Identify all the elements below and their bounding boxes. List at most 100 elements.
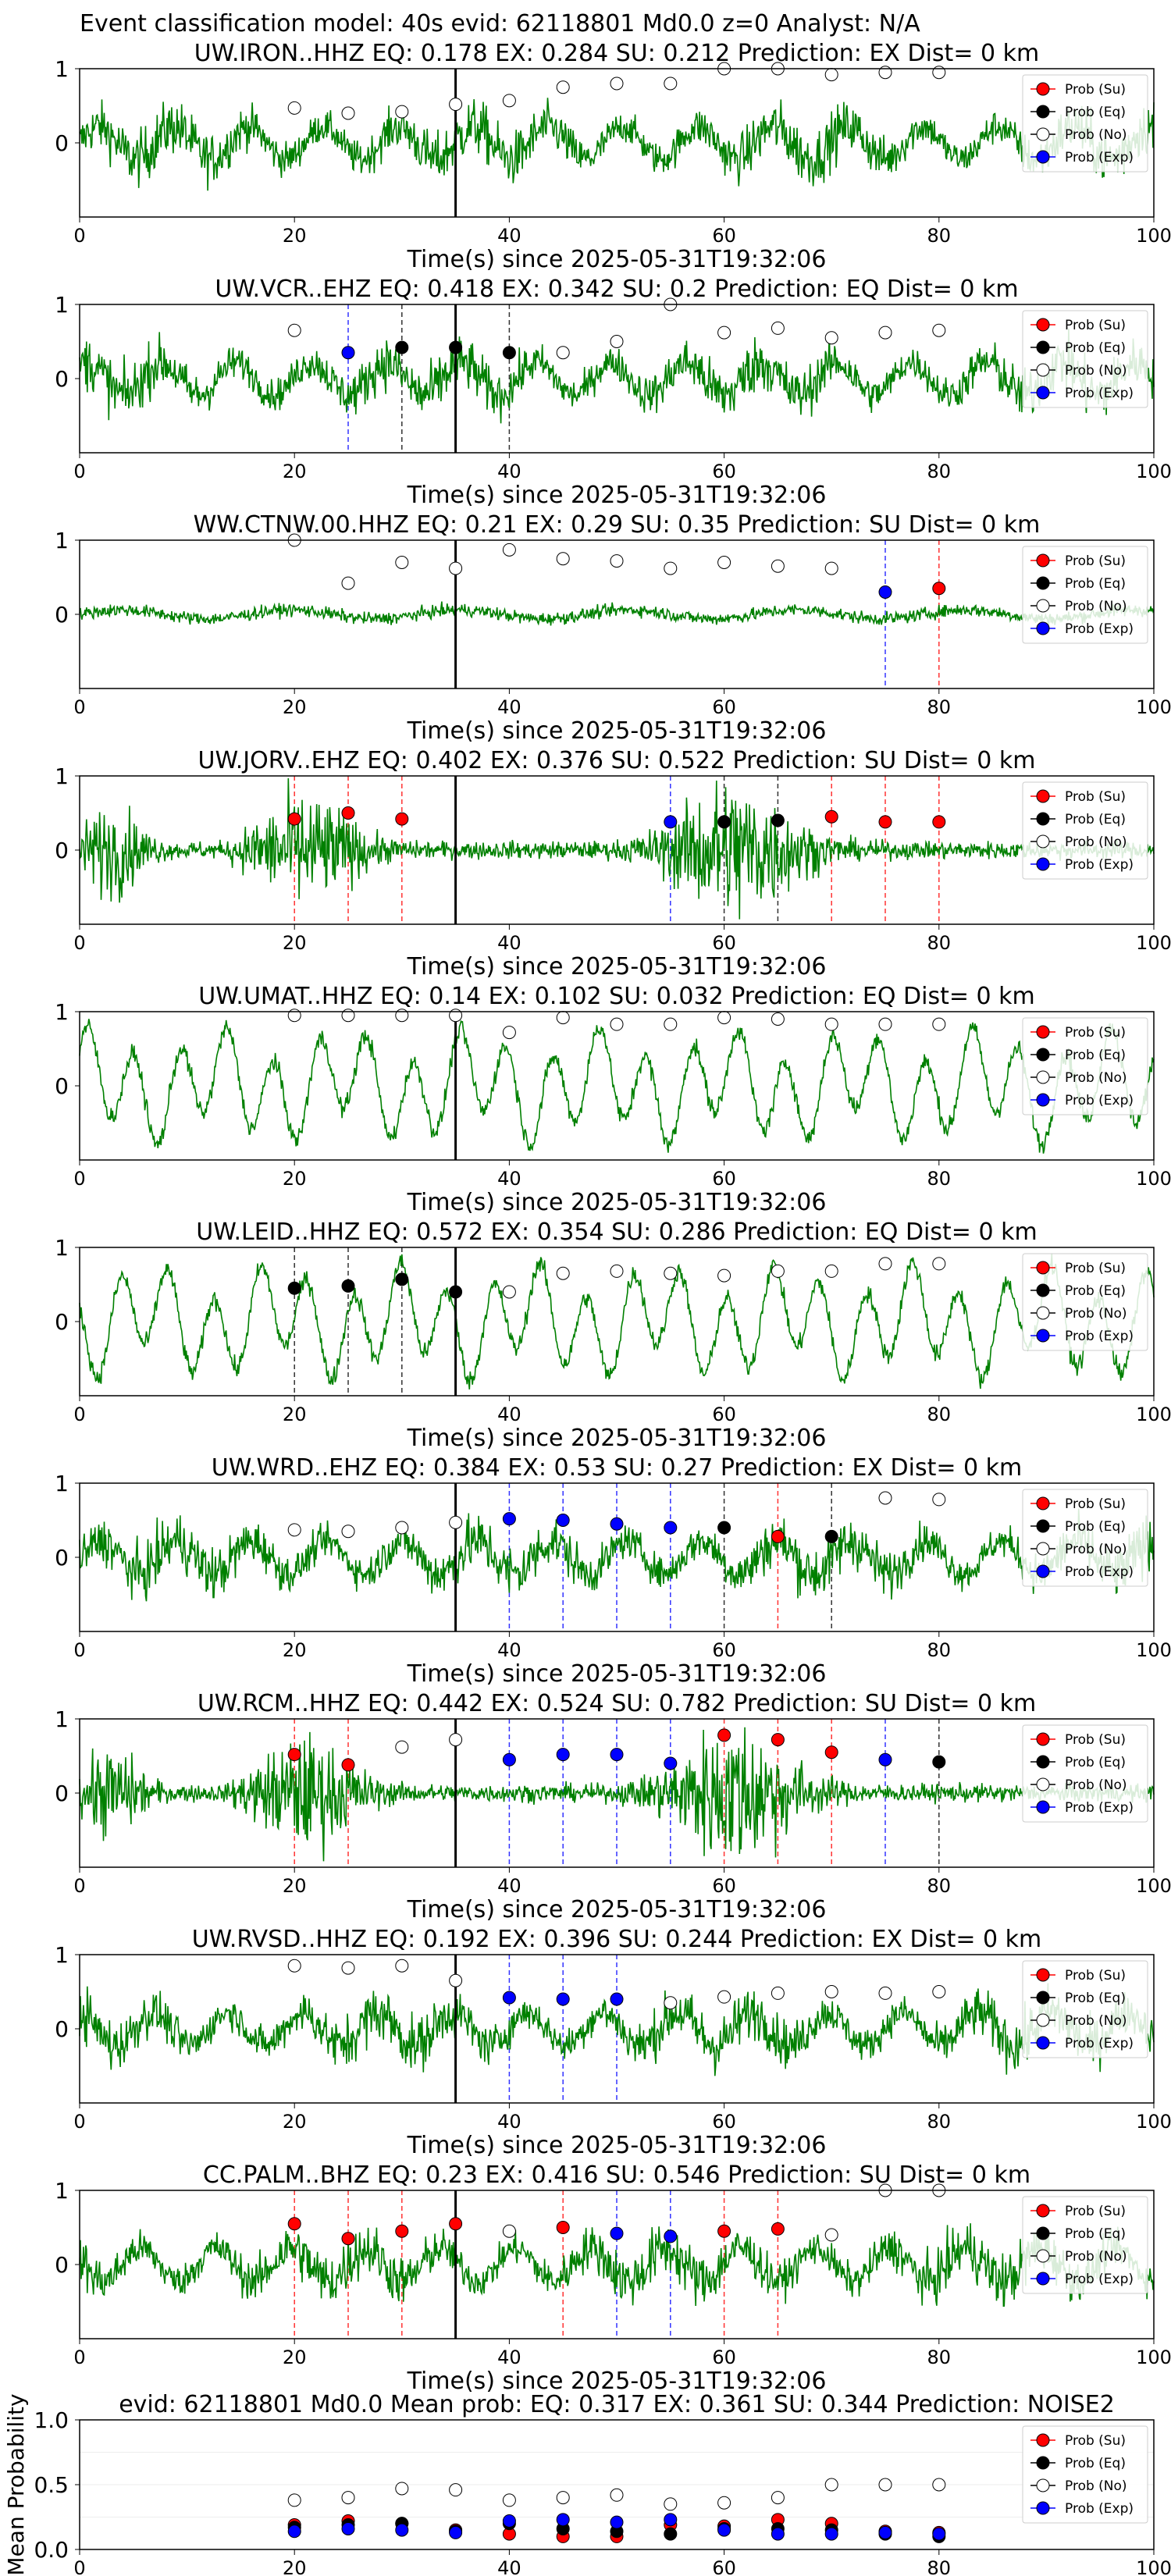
prob-marker-1-0 bbox=[287, 101, 301, 115]
prob-marker-7-12 bbox=[932, 1493, 946, 1507]
prob-marker-10-5 bbox=[556, 2221, 570, 2234]
legend-marker-su-8 bbox=[1036, 1732, 1050, 1746]
prob-marker-4-4 bbox=[717, 815, 731, 829]
axes-frame-1 bbox=[79, 68, 1155, 218]
y-tick-0-7: 0 bbox=[55, 1545, 69, 1571]
prob-marker-5-5 bbox=[556, 1011, 570, 1025]
panel-1: UW.IRON..HHZ EQ: 0.178 EX: 0.284 SU: 0.2… bbox=[55, 40, 1171, 273]
prob-marker-9-0 bbox=[287, 1959, 301, 1973]
legend-marker-su-7 bbox=[1036, 1496, 1050, 1510]
axes-frame-7 bbox=[79, 1482, 1155, 1632]
x-tick-9-4: 80 bbox=[927, 2111, 952, 2133]
legend-marker-su-4 bbox=[1036, 789, 1050, 803]
legend-marker-no-1 bbox=[1036, 127, 1050, 141]
legend-label-su-3: Prob (Su) bbox=[1065, 553, 1126, 569]
mean-marker-no-0 bbox=[287, 2493, 301, 2507]
legend-label-su-1: Prob (Su) bbox=[1065, 82, 1126, 98]
mean-marker-no-10 bbox=[824, 2478, 838, 2492]
panel-2: UW.VCR..EHZ EQ: 0.418 EX: 0.342 SU: 0.2 … bbox=[55, 276, 1171, 509]
mean-marker-no-9 bbox=[771, 2491, 785, 2505]
legend-marker-exp-2 bbox=[1036, 386, 1050, 400]
prob-marker-10-8 bbox=[717, 2224, 731, 2238]
y-tick-1-8: 1 bbox=[55, 1706, 69, 1732]
x-label-2: Time(s) since 2025-05-31T19:32:06 bbox=[407, 482, 827, 509]
waveform-8 bbox=[79, 1727, 1155, 1862]
legend-label-exp-4: Prob (Exp) bbox=[1065, 857, 1134, 873]
prob-marker-8-2 bbox=[395, 1740, 409, 1754]
y-tick-0-3: 0 bbox=[55, 602, 69, 628]
prob-marker-5-12 bbox=[932, 1017, 946, 1031]
legend-marker-su-2 bbox=[1036, 318, 1050, 332]
x-label-3: Time(s) since 2025-05-31T19:32:06 bbox=[407, 717, 827, 745]
panel-title-11: evid: 62118801 Md0.0 Mean prob: EQ: 0.31… bbox=[119, 2391, 1115, 2418]
prob-marker-10-9 bbox=[771, 2222, 785, 2236]
prob-marker-5-10 bbox=[824, 1017, 838, 1031]
prob-marker-2-1 bbox=[341, 346, 355, 360]
x-tick-4-1: 20 bbox=[283, 932, 307, 954]
legend-marker-eq-4 bbox=[1036, 812, 1050, 826]
panel-title-2: UW.VCR..EHZ EQ: 0.418 EX: 0.342 SU: 0.2 … bbox=[215, 276, 1018, 303]
legend-marker-exp-7 bbox=[1036, 1564, 1050, 1578]
prob-marker-4-5 bbox=[771, 813, 785, 827]
axes-frame-8 bbox=[79, 1718, 1155, 1868]
prob-marker-4-2 bbox=[395, 812, 409, 826]
panel-7: UW.WRD..EHZ EQ: 0.384 EX: 0.53 SU: 0.27 … bbox=[55, 1454, 1171, 1688]
prob-marker-7-8 bbox=[717, 1521, 731, 1535]
x-tick-2-2: 40 bbox=[497, 461, 521, 482]
prob-marker-1-4 bbox=[502, 94, 516, 108]
legend-box-6 bbox=[1022, 1253, 1148, 1351]
mean-marker-exp-6 bbox=[610, 2515, 624, 2529]
mean-marker-exp-10 bbox=[824, 2527, 838, 2541]
waveform-9 bbox=[79, 1983, 1155, 2076]
prob-marker-9-12 bbox=[932, 1985, 946, 1998]
prob-marker-3-11 bbox=[878, 585, 892, 599]
legend-label-no-10: Prob (No) bbox=[1065, 2249, 1127, 2265]
legend-label-eq-8: Prob (Eq) bbox=[1065, 1755, 1126, 1770]
x-label-6: Time(s) since 2025-05-31T19:32:06 bbox=[407, 1425, 827, 1452]
x-tick-3-3: 60 bbox=[712, 696, 736, 718]
prob-marker-2-8 bbox=[717, 326, 731, 340]
prob-marker-2-12 bbox=[932, 323, 946, 337]
legend-marker-no-8 bbox=[1036, 1777, 1050, 1791]
mean-marker-exp-5 bbox=[556, 2513, 570, 2527]
mean-marker-exp-7 bbox=[664, 2513, 678, 2527]
prob-marker-7-2 bbox=[395, 1521, 409, 1535]
mean-marker-eq-7 bbox=[664, 2527, 678, 2541]
prob-marker-3-6 bbox=[610, 554, 624, 568]
prob-marker-10-1 bbox=[341, 2232, 355, 2246]
prob-marker-9-8 bbox=[717, 1990, 731, 2004]
prob-marker-6-6 bbox=[610, 1264, 624, 1278]
panel-title-6: UW.LEID..HHZ EQ: 0.572 EX: 0.354 SU: 0.2… bbox=[196, 1219, 1037, 1246]
legend-box-4 bbox=[1022, 781, 1148, 880]
mean-marker-exp-12 bbox=[932, 2527, 946, 2541]
prob-marker-4-7 bbox=[878, 815, 892, 829]
legend-label-eq-9: Prob (Eq) bbox=[1065, 1991, 1126, 2006]
prob-marker-8-0 bbox=[287, 1748, 301, 1762]
legend-label-exp-5: Prob (Exp) bbox=[1065, 1093, 1134, 1108]
x-tick-1-3: 60 bbox=[712, 225, 736, 247]
prob-marker-1-5 bbox=[556, 80, 570, 94]
legend-label-no-3: Prob (No) bbox=[1065, 599, 1127, 614]
legend-label-exp-2: Prob (Exp) bbox=[1065, 386, 1134, 401]
x-tick-8-1: 20 bbox=[283, 1875, 307, 1897]
prob-marker-3-9 bbox=[771, 559, 785, 573]
panel-4: UW.JORV..EHZ EQ: 0.402 EX: 0.376 SU: 0.5… bbox=[55, 747, 1171, 980]
x-tick-5-0: 0 bbox=[73, 1168, 85, 1190]
legend-marker-eq-10 bbox=[1036, 2226, 1050, 2240]
x-label-1: Time(s) since 2025-05-31T19:32:06 bbox=[407, 246, 827, 273]
prob-marker-1-2 bbox=[395, 105, 409, 119]
x-tick-1-0: 0 bbox=[73, 225, 85, 247]
prob-marker-1-10 bbox=[824, 68, 838, 82]
panel-title-5: UW.UMAT..HHZ EQ: 0.14 EX: 0.102 SU: 0.03… bbox=[198, 983, 1034, 1010]
prob-marker-9-9 bbox=[771, 1986, 785, 2000]
legend-marker-no-9 bbox=[1036, 2013, 1050, 2027]
prob-marker-3-7 bbox=[664, 561, 678, 575]
legend-label-eq-7: Prob (Eq) bbox=[1065, 1519, 1126, 1535]
mean-y-tick-2: 1.0 bbox=[34, 2407, 69, 2433]
legend-box-7 bbox=[1022, 1489, 1148, 1587]
legend-marker-eq-11 bbox=[1036, 2456, 1050, 2470]
legend-label-no-11: Prob (No) bbox=[1065, 2478, 1127, 2494]
prob-marker-7-5 bbox=[556, 1514, 570, 1527]
prob-marker-3-10 bbox=[824, 561, 838, 575]
x-tick-10-2: 40 bbox=[497, 2347, 521, 2368]
